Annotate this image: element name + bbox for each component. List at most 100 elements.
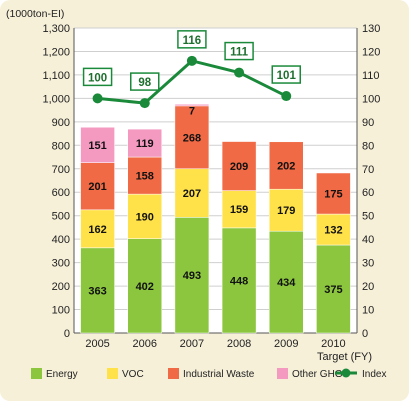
index-point <box>234 67 245 78</box>
y-right-tick-label: 0 <box>362 328 368 340</box>
y-left-tick-label: 400 <box>52 234 70 246</box>
index-point <box>92 93 103 104</box>
y-right-tick-label: 80 <box>362 140 374 152</box>
index-value-label: 116 <box>183 35 202 47</box>
y-left-tick-label: 300 <box>52 258 70 270</box>
y-right-tick-label: 110 <box>362 70 380 82</box>
legend-label: Index <box>362 369 386 380</box>
y-left-tick-label: 700 <box>52 164 70 176</box>
bar-value-label: 493 <box>183 270 201 282</box>
y-right-tick-label: 50 <box>362 211 374 223</box>
y-left-tick-label: 800 <box>52 140 70 152</box>
index-value-label: 101 <box>277 70 297 82</box>
index-point <box>186 55 197 66</box>
bar-value-label: 151 <box>88 140 106 152</box>
y-left-tick-label: 200 <box>52 281 70 293</box>
bar-value-label: 209 <box>230 161 248 173</box>
bar-segment <box>269 188 304 232</box>
bar-segment <box>174 168 210 218</box>
index-value-label: 98 <box>138 77 151 89</box>
bar-segment <box>316 244 351 334</box>
bar-value-label: 179 <box>277 205 295 217</box>
x-suffix-label: Target (FY) <box>317 351 372 363</box>
legend-label: Energy <box>46 369 78 380</box>
legend-index-marker <box>341 368 351 378</box>
bar-segment <box>174 217 210 334</box>
bar-value-label: 7 <box>189 105 195 117</box>
bar-segment <box>316 213 351 246</box>
bar-value-label: 162 <box>88 224 106 236</box>
y-right-tick-label: 30 <box>362 258 374 270</box>
y-right-tick-label: 70 <box>362 164 374 176</box>
y-left-tick-label: 1,100 <box>42 70 70 82</box>
legend-label: Other GHG <box>292 369 343 380</box>
y-left-tick-label: 1,300 <box>42 23 70 35</box>
legend-label: Industrial Waste <box>183 369 255 380</box>
x-tick-label: 2010 <box>321 338 345 350</box>
bar-value-label: 190 <box>136 211 154 223</box>
bar-value-label: 448 <box>230 275 248 287</box>
bar-value-label: 207 <box>183 188 201 200</box>
bar-segment <box>174 104 210 107</box>
y-right-tick-label: 40 <box>362 234 374 246</box>
legend-label: VOC <box>122 369 144 380</box>
y-right-tick-label: 120 <box>362 46 380 58</box>
index-value-box <box>82 67 113 87</box>
bar-segment <box>221 227 257 334</box>
bar-segment <box>221 141 257 191</box>
bar-value-label: 202 <box>277 160 295 172</box>
bar-value-label: 268 <box>183 132 201 144</box>
index-value-label: 100 <box>88 72 107 84</box>
y-left-tick-label: 600 <box>52 187 70 199</box>
y-left-tick-label: 0 <box>64 328 70 340</box>
bar-value-label: 158 <box>136 171 154 183</box>
y-right-tick-label: 20 <box>362 281 374 293</box>
bar-value-label: 375 <box>324 284 342 296</box>
bar-value-label: 434 <box>277 277 296 289</box>
y-right-tick-label: 90 <box>362 117 374 129</box>
legend-swatch <box>277 368 288 379</box>
x-tick-label: 2006 <box>133 338 157 350</box>
bar-segment <box>80 209 115 249</box>
index-point <box>139 98 150 109</box>
bar-value-label: 175 <box>324 189 342 201</box>
bar-segment <box>127 238 162 334</box>
plot-area <box>74 28 357 333</box>
x-tick-label: 2005 <box>85 338 109 350</box>
y-unit-label: (1000ton-EI) <box>6 8 64 20</box>
y-right-tick-label: 10 <box>362 305 374 317</box>
y-left-tick-label: 1,200 <box>42 46 70 58</box>
index-value-box <box>177 30 207 49</box>
bar-value-label: 159 <box>230 204 248 216</box>
bar-value-label: 363 <box>88 285 106 297</box>
bar-segment <box>127 128 162 158</box>
bar-value-label: 402 <box>136 281 154 293</box>
bar-segment <box>80 162 115 211</box>
bar-value-label: 201 <box>88 181 106 193</box>
legend-swatch <box>107 368 118 379</box>
index-value-box <box>130 72 160 91</box>
y-right-tick-label: 130 <box>362 23 380 35</box>
index-value-box <box>271 65 301 84</box>
bar-segment <box>127 193 162 239</box>
y-right-tick-label: 100 <box>362 93 380 105</box>
bar-value-label: 132 <box>324 225 342 237</box>
x-tick-label: 2007 <box>180 338 204 350</box>
y-left-tick-label: 1,000 <box>42 93 70 105</box>
bar-segment <box>316 172 351 215</box>
bar-value-label: 119 <box>136 138 154 150</box>
bar-segment <box>269 230 304 334</box>
y-left-tick-label: 500 <box>52 211 70 223</box>
bar-segment <box>80 247 115 334</box>
bar-segment <box>174 105 210 170</box>
legend-swatch <box>168 368 179 379</box>
legend-swatch <box>31 368 42 379</box>
index-value-box <box>224 41 254 61</box>
bar-segment <box>221 190 257 229</box>
index-value-label: 111 <box>230 47 249 59</box>
bar-segment <box>269 141 304 190</box>
index-point <box>281 91 292 102</box>
x-tick-label: 2008 <box>227 338 251 350</box>
